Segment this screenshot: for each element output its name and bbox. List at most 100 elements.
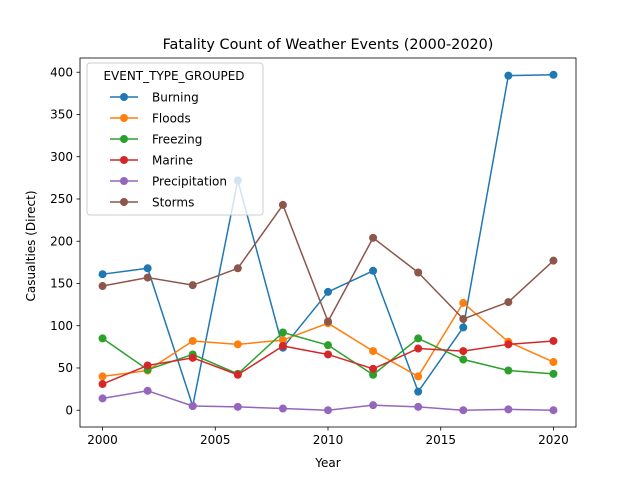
y-tick-label: 200 xyxy=(50,234,73,248)
legend-marker xyxy=(120,135,128,143)
legend-label: Burning xyxy=(152,90,199,104)
legend-marker xyxy=(120,177,128,185)
data-point xyxy=(414,372,423,381)
data-point xyxy=(98,394,107,403)
legend-label: Floods xyxy=(152,111,191,125)
data-point xyxy=(504,405,513,414)
y-tick-label: 0 xyxy=(65,403,73,417)
legend-title: EVENT_TYPE_GROUPED xyxy=(103,69,244,83)
data-point xyxy=(459,314,468,323)
data-point xyxy=(278,200,287,209)
data-point xyxy=(98,270,107,279)
data-point xyxy=(188,353,197,362)
axes-layer: 2000 2005 2010 2015 2020 0 50 100 150 200 250 300 35… xyxy=(50,57,577,447)
data-point xyxy=(98,334,107,343)
y-tick-label: 150 xyxy=(50,277,73,291)
data-point xyxy=(233,264,242,273)
legend-marker xyxy=(120,114,128,122)
data-point xyxy=(143,386,152,395)
data-point xyxy=(459,355,468,364)
x-tick-label: 2020 xyxy=(538,433,569,447)
y-tick-label: 400 xyxy=(50,65,73,79)
data-point xyxy=(549,256,558,265)
data-point xyxy=(504,298,513,307)
data-point xyxy=(414,334,423,343)
data-point xyxy=(143,264,152,273)
data-point xyxy=(369,266,378,275)
data-point xyxy=(324,406,332,415)
series-layer xyxy=(98,70,558,415)
x-tick-label: 2015 xyxy=(425,433,456,447)
legend-label: Freezing xyxy=(152,132,202,146)
legend-label: Precipitation xyxy=(152,174,227,188)
series-precipitation xyxy=(98,386,558,415)
x-tick-label: 2000 xyxy=(87,433,118,447)
data-point xyxy=(369,233,378,242)
data-point xyxy=(278,404,287,413)
data-point xyxy=(414,402,423,411)
legend-marker xyxy=(120,93,128,101)
legend-marker xyxy=(120,156,128,164)
data-point xyxy=(188,336,197,345)
data-point xyxy=(504,71,513,80)
data-point xyxy=(414,344,423,353)
series-storms xyxy=(98,200,558,326)
data-point xyxy=(549,369,558,378)
data-point xyxy=(459,323,468,332)
legend-item-precipitation: Precipitation xyxy=(110,174,227,188)
data-point xyxy=(549,336,558,345)
y-tick-label: 50 xyxy=(58,361,73,375)
data-point xyxy=(143,273,152,282)
data-point xyxy=(414,387,423,396)
data-point xyxy=(414,268,423,277)
legend-frame xyxy=(86,62,264,216)
y-tick-label: 250 xyxy=(50,192,73,206)
data-point xyxy=(504,366,513,375)
data-point xyxy=(459,347,468,356)
data-point xyxy=(188,281,197,290)
data-point xyxy=(459,406,468,415)
data-point xyxy=(324,287,332,296)
legend-item-freezing: Freezing xyxy=(110,132,202,146)
x-tick-label: 2010 xyxy=(313,433,344,447)
data-point xyxy=(459,298,468,307)
legend-label: Marine xyxy=(152,153,193,167)
legend-item-storms: Storms xyxy=(110,195,194,209)
y-tick-label: 300 xyxy=(50,150,73,164)
y-axis-label: Casualties (Direct) xyxy=(24,190,38,301)
legend-item-marine: Marine xyxy=(110,153,193,167)
y-tick-label: 350 xyxy=(50,108,73,122)
series-marine xyxy=(98,336,558,389)
data-point xyxy=(278,342,287,351)
data-point xyxy=(98,282,107,291)
data-point xyxy=(369,364,378,373)
legend: EVENT_TYPE_GROUPED Burning Floods Freezing… xyxy=(86,62,264,216)
data-point xyxy=(324,341,332,350)
legend-item-floods: Floods xyxy=(110,111,191,125)
data-point xyxy=(369,347,378,356)
data-point xyxy=(549,70,558,79)
data-point xyxy=(549,358,558,367)
data-point xyxy=(369,401,378,410)
data-point xyxy=(98,380,107,389)
data-point xyxy=(233,340,242,349)
legend-item-burning: Burning xyxy=(110,90,199,104)
data-point xyxy=(369,370,378,379)
y-tick-label: 100 xyxy=(50,319,73,333)
legend-label: Storms xyxy=(152,195,194,209)
data-point xyxy=(549,406,558,415)
data-point xyxy=(504,340,513,349)
data-point xyxy=(98,372,107,381)
data-point xyxy=(233,370,242,379)
data-point xyxy=(278,336,287,345)
data-point xyxy=(188,402,197,410)
data-point xyxy=(233,402,242,411)
data-point xyxy=(324,317,332,326)
legend-marker xyxy=(120,198,128,206)
x-axis-label: Year xyxy=(314,456,340,470)
data-point xyxy=(278,328,287,337)
data-point xyxy=(324,350,332,359)
chart-title: Fatality Count of Weather Events (2000-2… xyxy=(163,37,494,53)
data-point xyxy=(143,361,152,370)
